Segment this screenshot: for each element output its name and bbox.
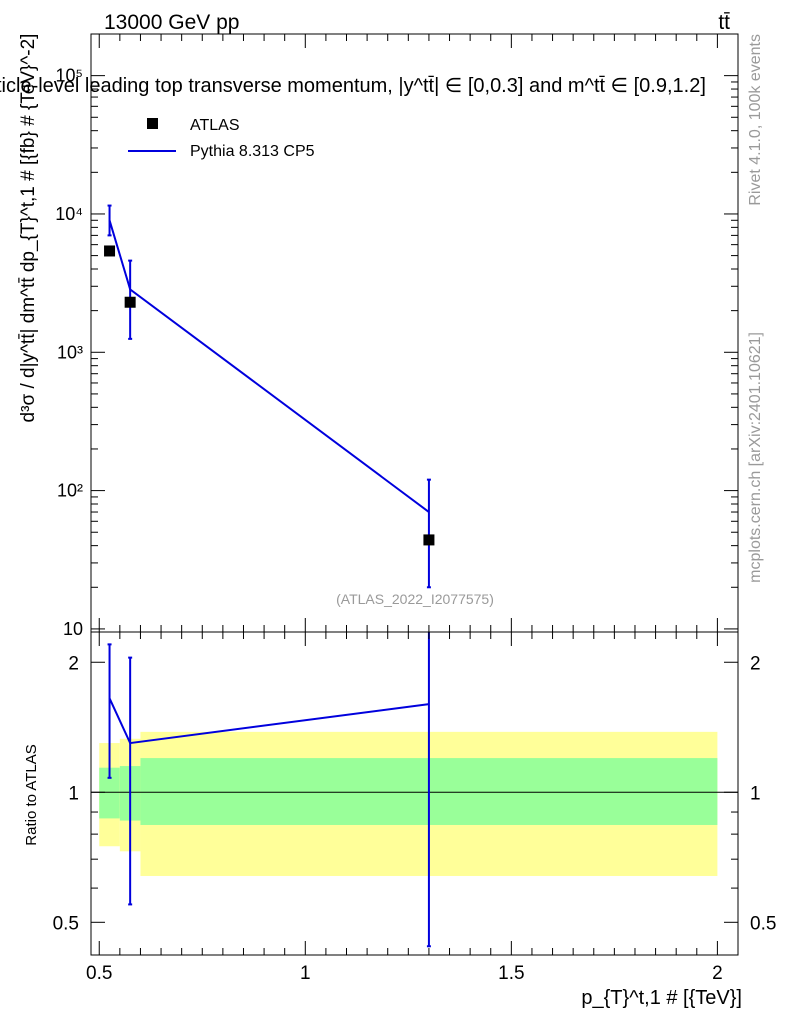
main-y-tick-label-2: 10³ <box>57 342 83 362</box>
atlas-data-point-2 <box>423 534 435 546</box>
ratio-panel-marks <box>107 632 431 948</box>
legend-mc-label: Pythia 8.313 CP5 <box>190 143 315 160</box>
main-y-tick-label-0: 10 <box>63 619 83 639</box>
ratio-y-tick-label-right-2: 2 <box>750 653 761 674</box>
ratio-y-tick-label-right-0: 0.5 <box>750 913 776 934</box>
process-label: tt̄ <box>718 11 730 34</box>
x-tick-label-1: 1 <box>300 963 311 984</box>
main-y-tick-label-3: 10⁴ <box>55 204 83 224</box>
ratio-y-tick-label-right-1: 1 <box>750 783 761 804</box>
legend-data-marker <box>147 118 158 129</box>
main-y-tick-label-1: 10² <box>57 481 83 501</box>
plot-title: ticle-level leading top transverse momen… <box>0 75 706 97</box>
ratio-y-tick-label-left-1: 1 <box>68 783 79 804</box>
atlas-data-point-1 <box>124 296 136 308</box>
axes: 10 10² 10³ 10⁴ 10⁵ 0.5 0.5 1 1 2 2 0.5 1 1.5 2 <box>53 33 776 984</box>
ratio-uncertainty-bands <box>91 731 738 876</box>
rivet-label: Rivet 4.1.0, 100k events <box>747 34 764 206</box>
energy-label: 13000 GeV pp <box>104 11 239 34</box>
ratio-panel-frame <box>90 631 739 956</box>
y-axis-title-ratio: Ratio to ATLAS <box>23 744 40 845</box>
ratio-y-tick-label-left-2: 2 <box>68 653 79 674</box>
source-label: mcplots.cern.ch [arXiv:2401.10621] <box>747 332 764 583</box>
y-axis-title-main: d³σ / d|y^tt̄| dm^tt̄ dp_{T}^t,1 # [{fb}… <box>18 34 39 423</box>
ratio-y-tick-label-left-0: 0.5 <box>53 913 79 934</box>
main-y-tick-label-4: 10⁵ <box>56 66 83 86</box>
legend-data-label: ATLAS <box>190 117 240 134</box>
main-panel-marks <box>104 204 435 589</box>
x-tick-label-2: 1.5 <box>498 963 524 984</box>
legend: ATLAS Pythia 8.313 CP5 <box>128 117 315 160</box>
x-tick-label-0: 0.5 <box>86 963 112 984</box>
x-tick-label-3: 2 <box>712 963 723 984</box>
x-axis-title: p_{T}^t,1 # [{TeV}] <box>581 987 742 1009</box>
mc-line <box>108 220 430 513</box>
ratio-band-inner-0 <box>99 767 120 819</box>
atlas-data-point-0 <box>104 245 116 257</box>
analysis-watermark: (ATLAS_2022_I2077575) <box>336 591 494 607</box>
